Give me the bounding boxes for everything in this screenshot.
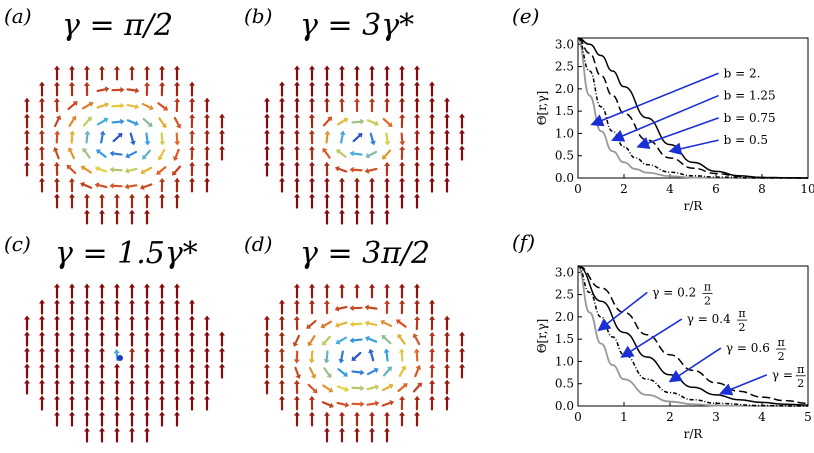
annotation-fraction-num: π [777,336,784,349]
y-tick-label: 1.5 [555,332,574,346]
y-tick-label: 3.0 [555,37,574,51]
x-axis-label: r/R [684,199,704,213]
annotation-fraction-den: 2 [778,350,785,363]
panel-e: (e) 0 2 4 6 8 10 0.0 0.5 1.0 1.5 2.0 2.5 3.0 r/R Θ[r,γ… [500,0,814,225]
y-tick-label: 0.5 [555,377,574,391]
annotation-fraction-den: 2 [704,294,711,307]
y-tick-label: 0.0 [555,171,574,185]
annotation-label: γ = 0.6 [726,341,770,355]
y-tick-label: 1.0 [555,354,574,368]
annotation-fraction-den: 2 [739,321,746,334]
x-tick-label: 2 [620,182,628,196]
series-line [577,265,809,406]
annotation-fraction-den: 2 [797,377,804,390]
annotation-label: γ = 0.2 [652,285,696,299]
panel-title-b: γ = 3γ* [300,8,415,43]
annotation-arrow [611,94,719,142]
panel-label-e: (e) [512,4,540,28]
x-tick-label: 4 [666,182,674,196]
spin-field-b [263,65,466,225]
x-tick-label: 5 [804,410,812,424]
panel-title-d: γ = 3π/2 [300,236,431,271]
x-tick-label: 0 [574,182,582,196]
series-line [577,37,809,179]
panel-label-b: (b) [244,4,273,28]
annotation-label: b = 1.25 [724,89,776,103]
y-axis-label: Θ[r,γ] [535,91,549,126]
annotation-label: b = 2. [724,66,761,80]
panel-label-f: (f) [512,230,536,254]
panel-a: (a) γ = π/2 [0,0,240,225]
y-tick-label: 2.5 [555,60,574,74]
annotation-label: γ = [772,368,793,382]
chart-e: 0 2 4 6 8 10 0.0 0.5 1.0 1.5 2.0 2.5 3.0 r/R Θ[r,γ] b =… [535,37,814,213]
annotation-arrow [620,318,683,358]
annotation-arrow [719,374,768,396]
x-tick-label: 8 [758,182,766,196]
panel-title-c: γ = 1.5γ* [55,236,198,271]
panel-d: (d) γ = 3π/2 [240,228,480,453]
panel-title-a: γ = π/2 [62,8,174,43]
y-axis-label: Θ[r,γ] [535,319,549,354]
annotation-fraction-num: π [797,363,804,376]
y-tick-label: 2.5 [555,288,574,302]
chart-f: 0 1 2 3 4 5 0.0 0.5 1.0 1.5 2.0 2.5 3.0 r/R Θ[r,γ] γ = … [535,265,812,441]
annotation-arrow [668,347,722,383]
y-tick-label: 1.5 [555,104,574,118]
y-tick-label: 2.0 [555,310,574,324]
annotation-arrow [590,72,719,127]
annotation-arrow [668,139,719,155]
x-tick-label: 4 [758,410,766,424]
y-tick-label: 2.0 [555,82,574,96]
x-tick-label: 3 [712,410,720,424]
annotation-arrow [597,291,648,332]
series-line [577,37,808,179]
panel-c: (c) γ = 1.5γ* [0,228,240,453]
panel-f: (f) 0 1 2 3 4 5 0.0 0.5 1.0 1.5 2.0 2.5 3.0 r/R Θ[r,γ]… [500,228,814,453]
plot-frame [577,265,809,407]
annotation-label: b = 0.75 [724,111,776,125]
y-tick-label: 3.0 [555,265,574,279]
x-axis-label: r/R [684,427,704,441]
spin-field-d [263,283,466,443]
y-tick-label: 1.0 [555,126,574,140]
spin-field-c [24,283,225,443]
x-tick-label: 6 [712,182,720,196]
annotation-fraction-num: π [704,280,711,293]
annotation-fraction-num: π [738,307,745,320]
annotation-arrow [636,117,719,150]
y-tick-label: 0.5 [555,149,574,163]
panel-label-a: (a) [4,4,32,28]
series-line [577,265,809,405]
x-tick-label: 2 [666,410,674,424]
plot-frame [577,37,809,179]
panel-label-c: (c) [4,232,31,256]
annotation-label: γ = 0.4 [687,312,731,326]
series-line [577,265,809,407]
series-line [577,37,809,179]
annotation-label: b = 0.5 [724,133,768,147]
x-tick-label: 10 [800,182,814,196]
series-line [577,37,808,179]
x-tick-label: 0 [574,410,582,424]
spin-field-a [23,65,226,225]
series-line [577,265,808,407]
panel-b: (b) γ = 3γ* [240,0,480,225]
x-tick-label: 1 [620,410,628,424]
y-tick-label: 0.0 [555,399,574,413]
panel-label-d: (d) [244,232,273,256]
